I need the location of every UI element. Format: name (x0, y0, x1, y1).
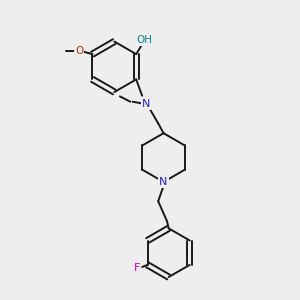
Text: N: N (159, 177, 168, 187)
Text: O: O (75, 46, 83, 56)
Text: N: N (142, 99, 150, 109)
Text: OH: OH (136, 35, 152, 46)
Text: F: F (134, 263, 140, 273)
